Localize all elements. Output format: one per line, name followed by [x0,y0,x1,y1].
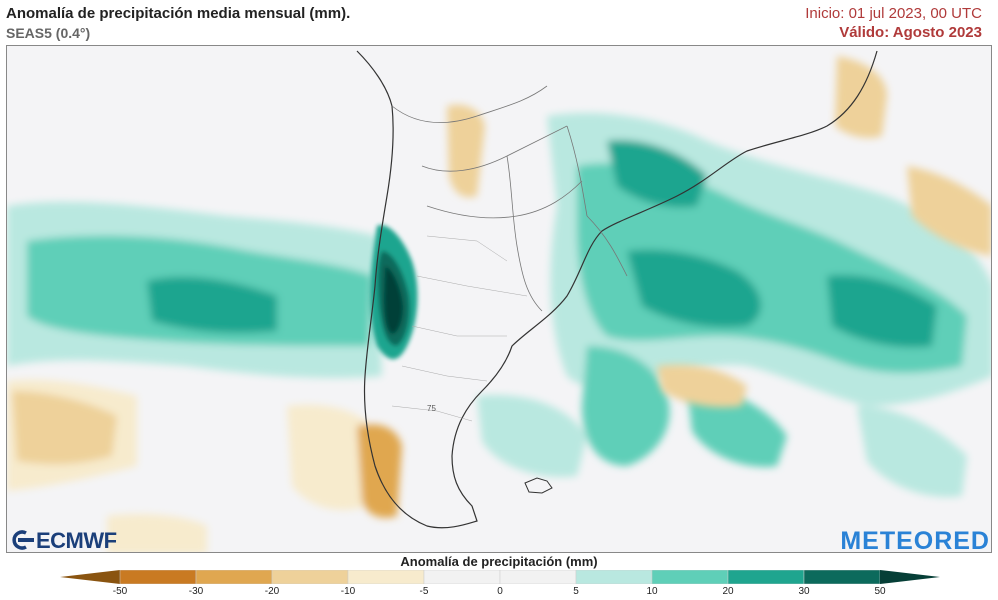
colorbar-tick-label: -5 [419,586,429,597]
colorbar-arrow-min [60,570,120,584]
colorbar-cell [727,570,805,584]
ecmwf-logo-text: ECMWF [36,528,117,553]
colorbar-cell [195,570,273,584]
model-label: SEAS5 (0.4°) [6,25,91,41]
positive-anomaly-area [7,112,991,497]
province-borders [391,235,528,422]
colorbar-cell [347,570,425,584]
meteored-logo: METEORED [840,527,990,555]
map-label-75: 75 [427,404,436,413]
precipitation-anomaly-map: 75 [6,45,992,553]
map-canvas: 75 [7,46,991,552]
colorbar-title: Anomalía de precipitación (mm) [400,554,598,569]
colorbar-cell [575,570,653,584]
falkland-islands [524,477,553,494]
colorbar-tick-label: 0 [497,586,503,597]
colorbar-tick-label: 20 [722,586,734,597]
colorbar [60,570,940,584]
colorbar-tick-label: -20 [264,586,280,597]
colorbar-arrow-max [880,570,940,584]
colorbar-cell [423,570,501,584]
colorbar-tick-label: 50 [874,586,886,597]
colorbar-tick-label: 30 [798,586,810,597]
colorbar-tick-label: 5 [573,586,579,597]
colorbar-cell [651,570,729,584]
colorbar-cell [803,570,881,584]
negative-anomaly-area [7,56,991,552]
colorbar-tick-label: 10 [646,586,658,597]
country-borders [391,85,628,312]
colorbar-tick-label: -10 [340,586,356,597]
chile-wet-band [370,225,418,360]
coastline [356,50,878,529]
chart-title: Anomalía de precipitación media mensual … [6,5,351,22]
colorbar-cell [271,570,349,584]
colorbar-tick-label: -30 [188,586,204,597]
colorbar-tick-label: -50 [112,586,128,597]
valid-period: Válido: Agosto 2023 [839,24,982,41]
ecmwf-icon [12,530,34,550]
colorbar-cell [499,570,577,584]
colorbar-cell [119,570,197,584]
init-time: Inicio: 01 jul 2023, 00 UTC [805,5,982,22]
ecmwf-logo: ECMWF [8,528,117,554]
colorbar-tick-labels: -50 -30 -20 -10 -5 0 5 10 20 30 50 [0,586,998,600]
